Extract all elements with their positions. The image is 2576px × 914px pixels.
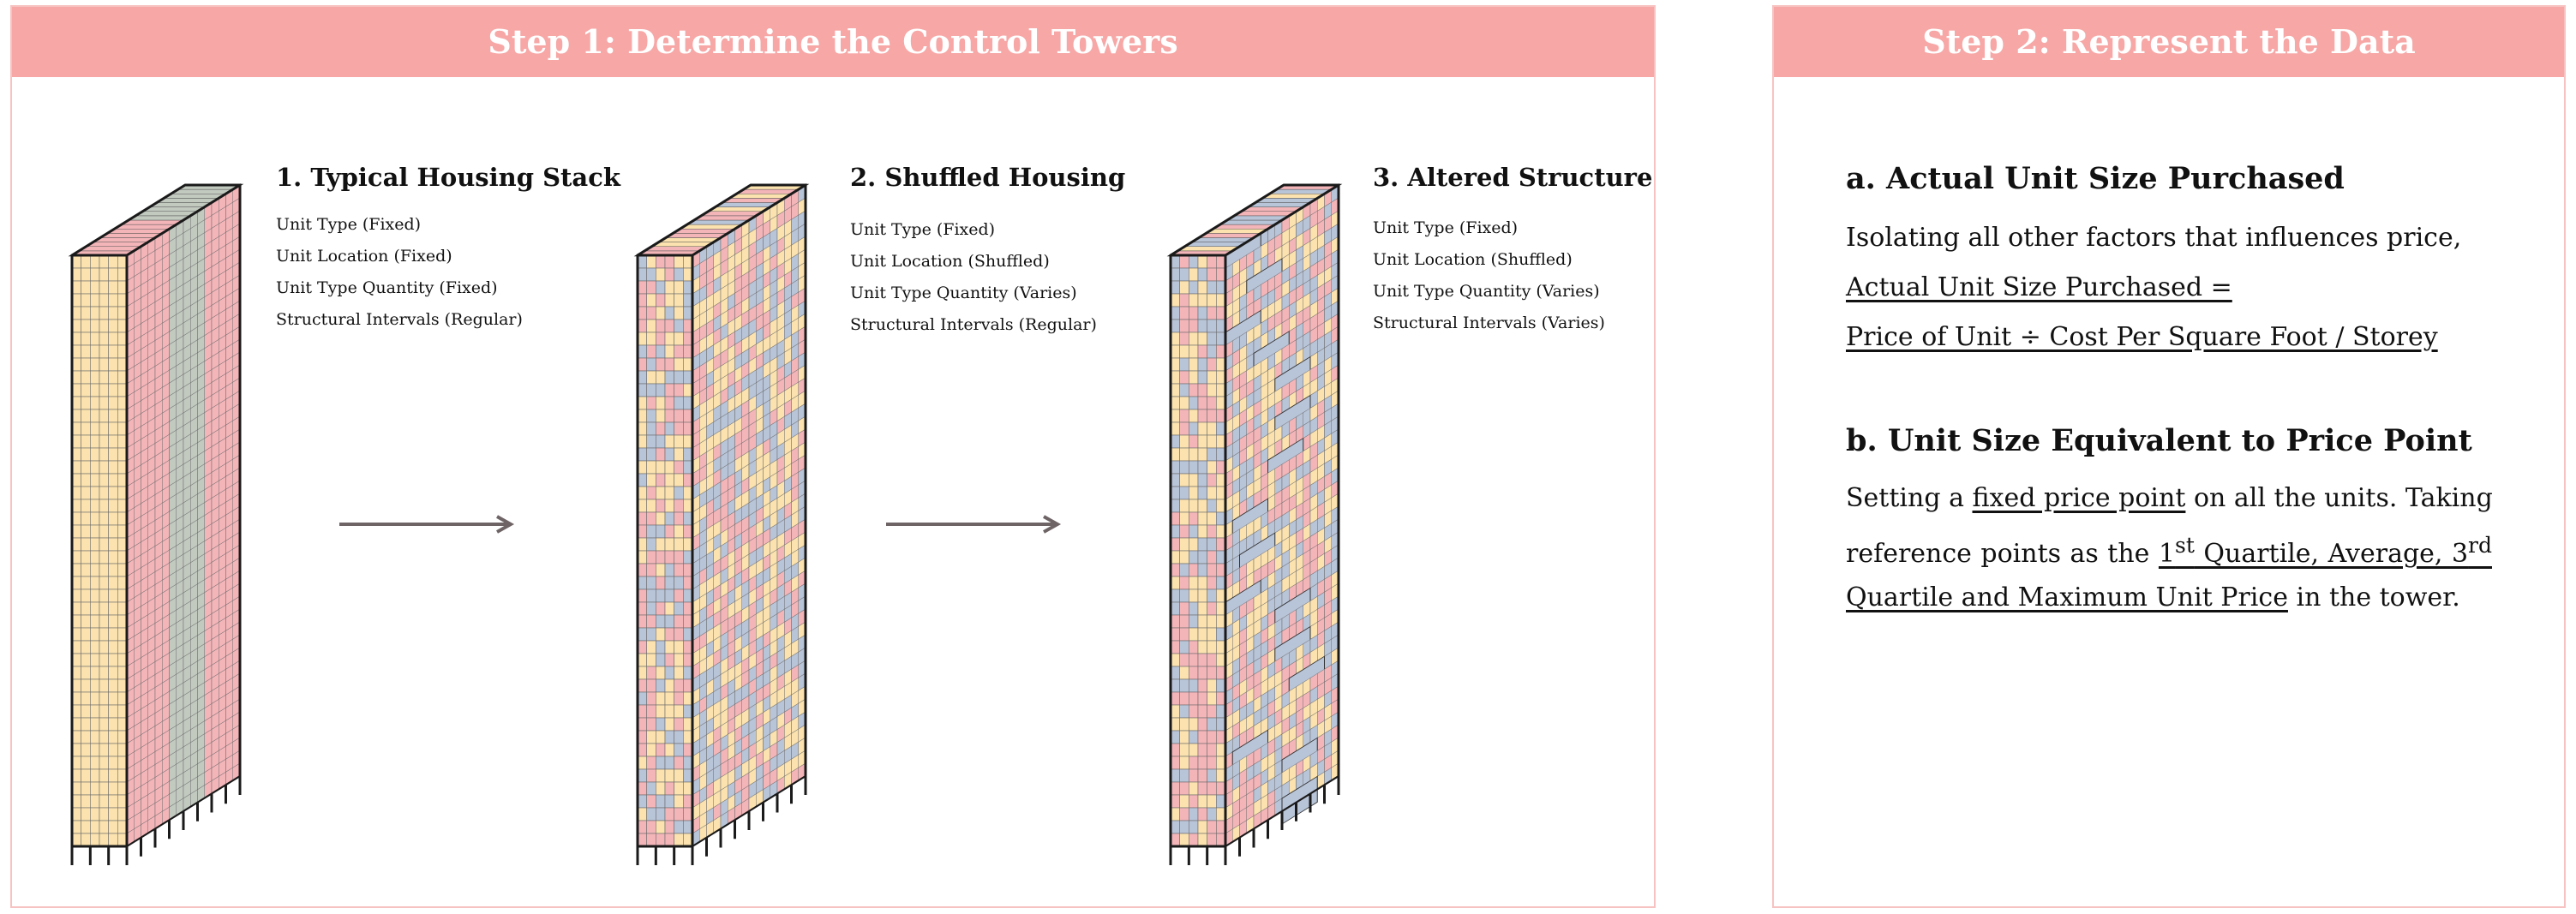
- underlined-phrase: fixed price point: [1972, 483, 2186, 513]
- property-item: Unit Type Quantity (Varies): [1373, 282, 1600, 301]
- tower-3-title: 3. Altered Structure: [1373, 163, 1653, 192]
- property-item: Unit Location (Shuffled): [1373, 250, 1573, 269]
- text-span: in the tower.: [2287, 582, 2460, 612]
- section-a-title: a. Actual Unit Size Purchased: [1846, 161, 2345, 196]
- tower-typical-housing-stack: [68, 182, 244, 865]
- text-span: Quartile, Average, 3: [2194, 539, 2469, 569]
- section-b-line-2: reference points as the 1st Quartile, Av…: [1846, 533, 2492, 569]
- tower-1-title: 1. Typical Housing Stack: [276, 163, 620, 192]
- property-item: Unit Type (Fixed): [1373, 218, 1519, 237]
- text-span: reference points as the: [1846, 539, 2150, 569]
- tower-2-properties: Unit Type (Fixed) Unit Location (Shuffle…: [850, 214, 1097, 341]
- property-item: Unit Location (Shuffled): [850, 252, 1050, 271]
- step1-panel: Step 1: Determine the Control Towers 1. …: [10, 5, 1656, 908]
- section-b-title: b. Unit Size Equivalent to Price Point: [1846, 423, 2472, 458]
- text-span: 1: [2158, 539, 2176, 569]
- tower-3-properties: Unit Type (Fixed) Unit Location (Shuffle…: [1373, 212, 1605, 339]
- arrow-right-icon: [339, 515, 515, 534]
- property-item: Structural Intervals (Regular): [850, 315, 1097, 334]
- underlined-phrase: Quartile and Maximum Unit Price: [1846, 582, 2288, 612]
- tower-2-title: 2. Shuffled Housing: [850, 163, 1126, 192]
- step1-header: Step 1: Determine the Control Towers: [12, 7, 1654, 77]
- property-item: Unit Type (Fixed): [276, 215, 422, 234]
- text-span: Setting a: [1846, 483, 1964, 513]
- underlined-phrase: 1st Quartile, Average, 3rd: [2158, 533, 2492, 569]
- tower-altered-structure: [1166, 182, 1343, 865]
- section-a-line-3: Price of Unit ÷ Cost Per Square Foot / S…: [1846, 322, 2438, 352]
- tower-1-properties: Unit Type (Fixed) Unit Location (Fixed) …: [276, 209, 523, 336]
- tower-shuffled-housing: [633, 182, 810, 865]
- superscript: st: [2175, 533, 2195, 558]
- section-a-line-2: Actual Unit Size Purchased =: [1846, 272, 2232, 302]
- section-a-line-1: Isolating all other factors that influen…: [1846, 223, 2462, 253]
- text-span: on all the units. Taking: [2193, 483, 2493, 513]
- property-item: Unit Type Quantity (Varies): [850, 284, 1077, 302]
- superscript: rd: [2468, 533, 2492, 558]
- section-b-line-3: Quartile and Maximum Unit Price in the t…: [1846, 582, 2460, 612]
- step2-header: Step 2: Represent the Data: [1774, 7, 2564, 77]
- section-b-line-1: Setting a fixed price point on all the u…: [1846, 483, 2493, 513]
- arrow-right-icon: [886, 515, 1062, 534]
- property-item: Structural Intervals (Varies): [1373, 314, 1605, 332]
- property-item: Unit Type Quantity (Fixed): [276, 278, 498, 297]
- property-item: Unit Location (Fixed): [276, 247, 452, 266]
- property-item: Structural Intervals (Regular): [276, 310, 523, 329]
- step2-panel: Step 2: Represent the Data a. Actual Uni…: [1772, 5, 2566, 908]
- property-item: Unit Type (Fixed): [850, 220, 996, 239]
